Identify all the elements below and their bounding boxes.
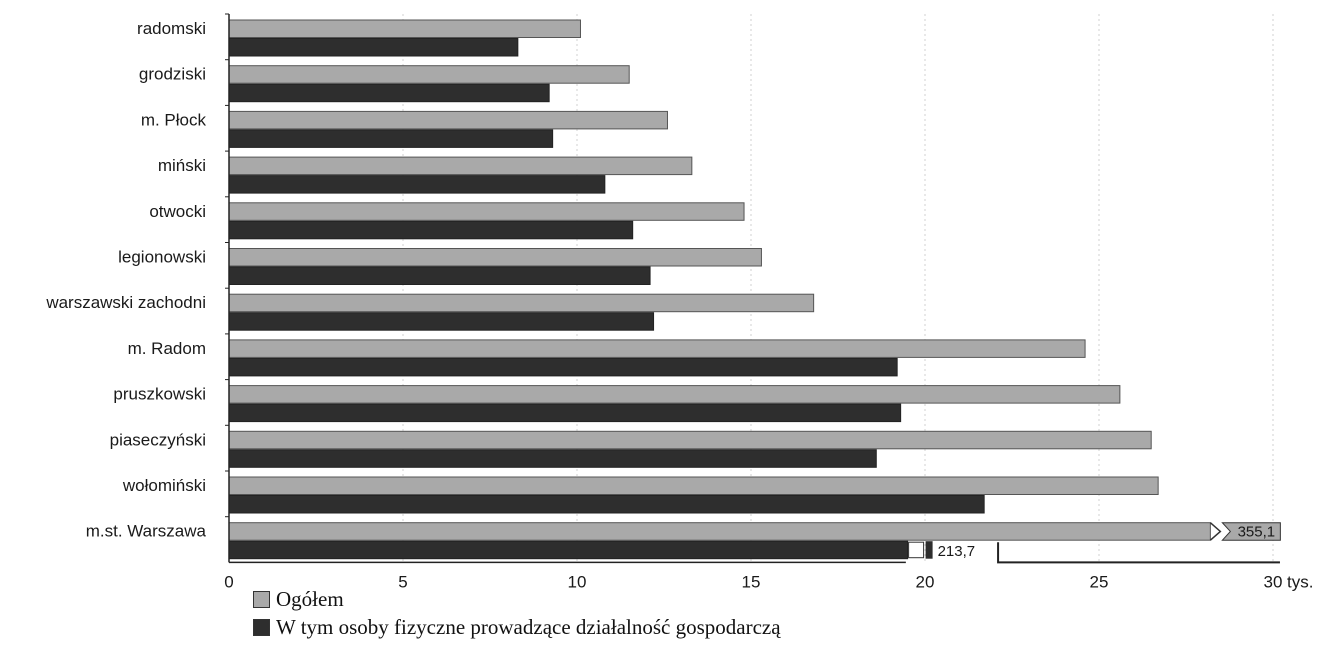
bar-total: [228, 65, 630, 84]
category-label: piaseczyński: [110, 430, 206, 449]
bar-individuals: [228, 403, 902, 423]
bar-individuals: [228, 495, 985, 514]
break-axis-segment: [997, 542, 1280, 564]
value-label-total: 355,1: [1238, 524, 1276, 541]
bar-total-tail: [1221, 522, 1281, 541]
x-tick-label: 5: [398, 572, 407, 591]
bar-total-broken: [228, 522, 1211, 541]
bar-individuals: [228, 312, 655, 331]
grid-lines: [402, 14, 1274, 563]
legend-swatch-individuals: [253, 618, 270, 636]
bar-total: [228, 339, 1086, 358]
bar-total: [228, 110, 668, 130]
x-tick-label: 20: [916, 572, 935, 591]
legend-label-total: Ogółem: [276, 587, 344, 611]
legend-item-total: Ogółem: [253, 585, 781, 613]
tick-labels: 0 5 10 15 20 25 30 tys.: [224, 572, 1313, 591]
legend-swatch-total: [253, 590, 270, 608]
category-label: warszawski zachodni: [45, 293, 206, 312]
value-label-individuals: 213,7: [938, 543, 976, 560]
break-marker: [1209, 522, 1222, 541]
bar-individuals-broken: [228, 540, 909, 560]
category-label: miński: [158, 156, 206, 175]
bar-individuals: [228, 357, 898, 377]
bar-individuals: [228, 266, 651, 285]
category-label: m. Płock: [141, 110, 207, 129]
bar-individuals: [228, 449, 877, 468]
break-gap: [908, 541, 925, 559]
category-label: grodziski: [139, 65, 206, 84]
bar-individuals: [228, 38, 519, 57]
x-tick-label: 30: [1264, 572, 1283, 591]
bar-total: [228, 248, 762, 267]
bars: 355,1 213,7: [228, 19, 1281, 564]
category-label: m. Radom: [128, 339, 206, 358]
bar-individuals: [228, 83, 550, 103]
x-tick-label: 15: [742, 572, 761, 591]
category-label: legionowski: [118, 248, 206, 267]
category-label: m.st. Warszawa: [86, 522, 207, 541]
category-label: otwocki: [149, 202, 206, 221]
axes: [225, 13, 906, 564]
bar-total: [228, 202, 745, 221]
bar-individuals: [228, 175, 606, 194]
x-tick-label: 0: [224, 572, 233, 591]
x-tick-label: 10: [568, 572, 587, 591]
bar-individuals: [228, 129, 554, 148]
bar-total: [228, 476, 1159, 495]
category-labels: radomski grodziski m. Płock miński otwocki le…: [45, 19, 206, 541]
legend: Ogółem W tym osoby fizyczne prowadzące d…: [253, 585, 781, 641]
category-label: wołomiński: [122, 476, 206, 495]
legend-label-individuals: W tym osoby fizyczne prowadzące działaln…: [276, 615, 781, 639]
legend-item-individuals: W tym osoby fizyczne prowadzące działaln…: [253, 613, 781, 641]
bar-individuals-tail: [925, 541, 933, 559]
x-unit-label: tys.: [1287, 572, 1313, 591]
x-tick-label: 25: [1090, 572, 1109, 591]
category-label: pruszkowski: [113, 385, 206, 404]
bar-total: [228, 156, 693, 176]
bar-total: [228, 293, 815, 313]
category-label: radomski: [137, 19, 206, 38]
bar-total: [228, 430, 1152, 450]
bar-total: [228, 19, 581, 38]
bar-total: [228, 385, 1121, 404]
bar-individuals: [228, 220, 634, 240]
